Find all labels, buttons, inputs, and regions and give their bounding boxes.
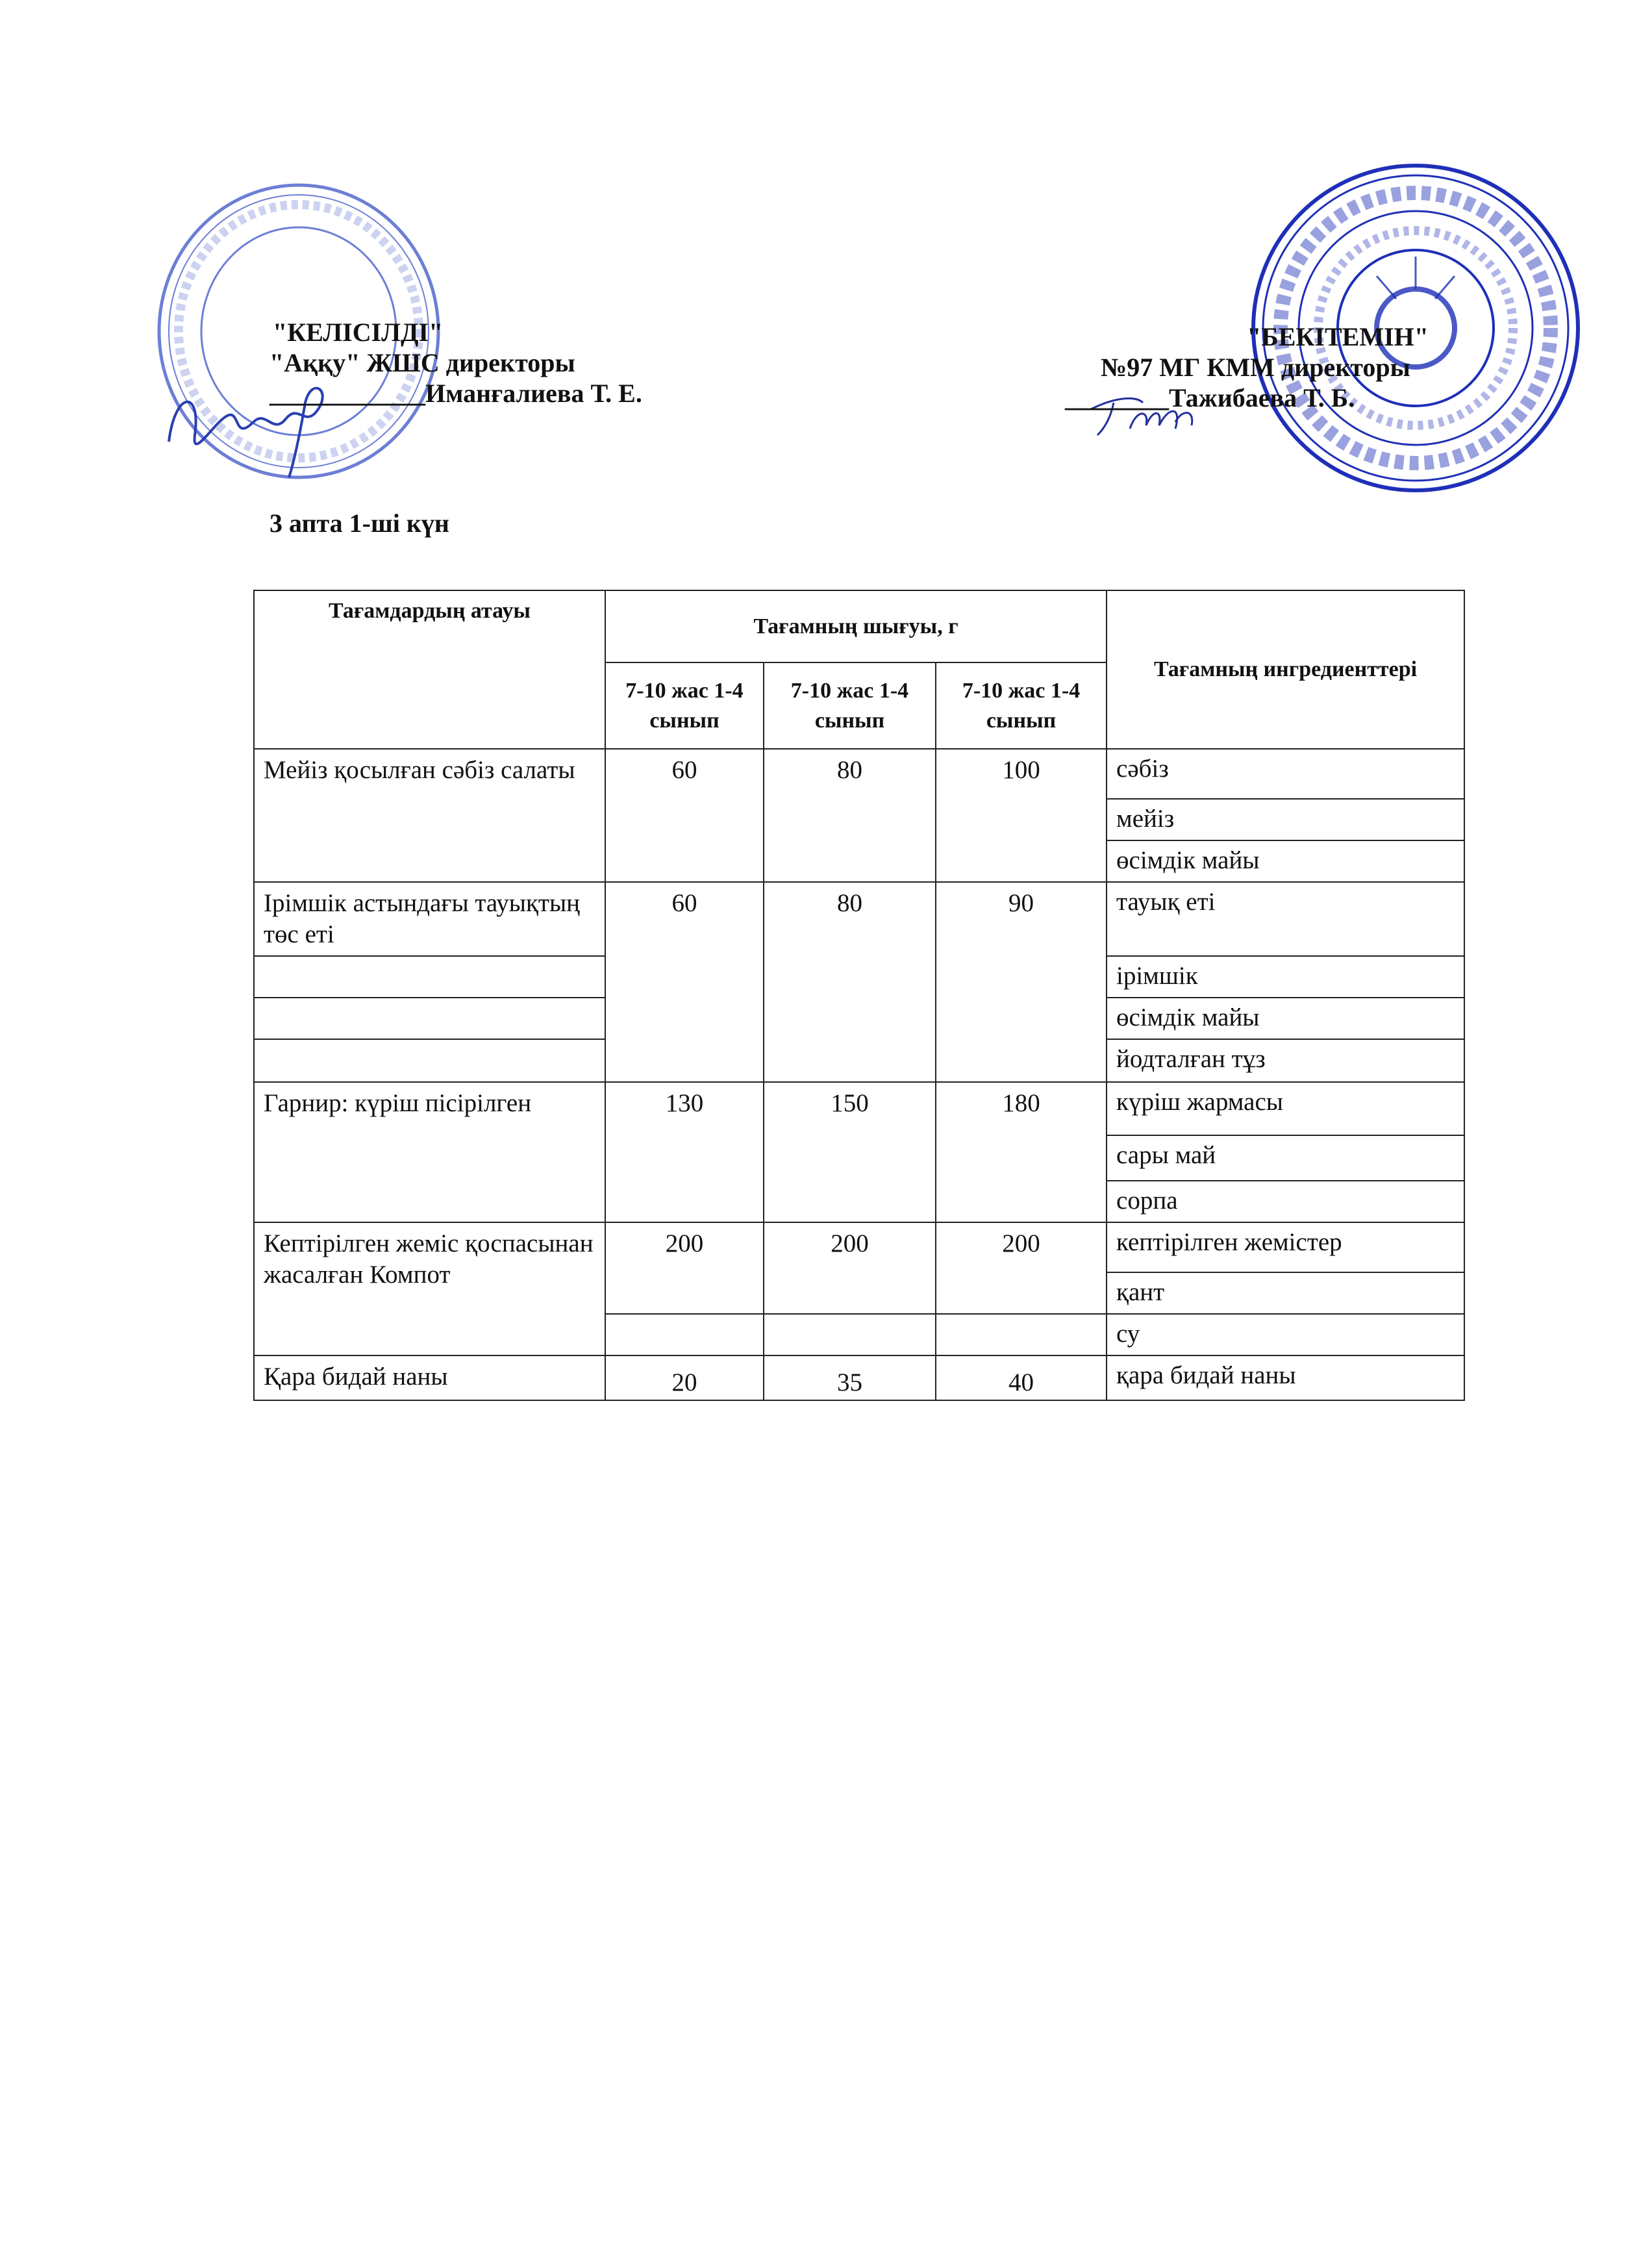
dish-value: 80 — [763, 881, 936, 1083]
header-age-group-3: 7-10 жас 1-4 сынып — [934, 662, 1108, 750]
dish-name: Ірімшік астындағы тауықтың төс еті — [253, 881, 606, 957]
empty-cell — [253, 955, 606, 998]
dish-value: 60 — [605, 748, 764, 883]
dish-value: 20 — [605, 1355, 764, 1401]
dish-value: 130 — [605, 1081, 764, 1223]
left-approval-position: "Аққу" ЖШС директоры — [269, 348, 575, 377]
empty-cell — [253, 1039, 606, 1083]
header-ingredients: Тағамның ингредиенттері — [1106, 590, 1466, 750]
dish-value: 200 — [934, 1222, 1108, 1315]
dish-name: Гарнир: күріш пісірілген — [253, 1081, 606, 1223]
dish-value: 60 — [605, 881, 764, 1083]
ingredient: сары май — [1106, 1135, 1466, 1181]
dish-value: 35 — [763, 1355, 936, 1401]
dish-value: 90 — [934, 881, 1108, 1083]
right-signature-line: ________ — [1065, 383, 1169, 412]
ingredient: кептірілген жемістер — [1106, 1222, 1466, 1273]
ingredient: мейіз — [1106, 798, 1466, 841]
header-output: Тағамның шығуы, г — [604, 590, 1108, 663]
dish-name: Қара бидай наны — [253, 1355, 606, 1401]
right-approval-title: "БЕКІТЕМІН" — [1247, 322, 1429, 351]
dish-value: 180 — [934, 1081, 1108, 1223]
right-official-stamp — [1251, 164, 1580, 492]
ingredient: сәбіз — [1106, 748, 1466, 800]
menu-table: Тағамдардың атауы Тағамның шығуы, г Таға… — [253, 590, 1466, 1401]
right-approval-position: №97 МГ КММ директоры — [1101, 353, 1410, 382]
left-signature — [168, 386, 324, 478]
left-approval-title: "КЕЛІСІЛДІ" — [273, 318, 444, 347]
ingredient: ірімшік — [1106, 955, 1466, 998]
dish-name: Мейіз қосылған сәбіз салаты — [253, 748, 606, 883]
left-signature-line: ____________ — [269, 379, 425, 408]
dish-value: 100 — [934, 748, 1108, 883]
left-signature-row: ____________Иманғалиева Т. Е. — [269, 378, 642, 409]
dish-value: 150 — [763, 1081, 936, 1223]
left-approval-block: "КЕЛІСІЛДІ" "Аққу" ЖШС директоры _______… — [269, 317, 642, 409]
ingredient: өсімдік майы — [1106, 840, 1466, 883]
ingredient: қара бидай наны — [1106, 1355, 1466, 1401]
ingredient: өсімдік майы — [1106, 997, 1466, 1040]
left-approval-name: Иманғалиева Т. Е. — [425, 379, 642, 408]
ingredient: тауық еті — [1106, 881, 1466, 957]
day-label: 3 апта 1-ші күн — [269, 509, 449, 538]
ingredient: қант — [1106, 1272, 1466, 1315]
header-age-group-1: 7-10 жас 1-4 сынып — [605, 662, 764, 750]
empty-cell — [763, 1313, 936, 1356]
empty-cell — [605, 1313, 764, 1356]
ingredient: йодталған тұз — [1106, 1039, 1466, 1083]
ingredient: күріш жармасы — [1106, 1081, 1466, 1136]
header-dish-name: Тағамдардың атауы — [253, 590, 606, 750]
ingredient: су — [1106, 1313, 1466, 1356]
empty-cell — [253, 997, 606, 1040]
header-age-group-2: 7-10 жас 1-4 сынып — [763, 662, 936, 750]
ingredient: сорпа — [1106, 1180, 1466, 1223]
right-approval-name: Тажибаева Т. Б. — [1169, 383, 1355, 412]
dish-value: 200 — [763, 1222, 936, 1315]
dish-value: 40 — [934, 1355, 1108, 1401]
empty-cell — [934, 1313, 1108, 1356]
dish-value: 200 — [605, 1222, 764, 1315]
left-company-stamp — [157, 183, 440, 479]
right-signature — [1090, 397, 1194, 436]
right-signature-row: ________Тажибаева Т. Б. — [1065, 383, 1455, 413]
dish-name: Кептірілген жеміс қоспасынан жасалған Ко… — [253, 1222, 606, 1356]
right-approval-block: "БЕКІТЕМІН" №97 МГ КММ директоры _______… — [1065, 321, 1455, 413]
dish-value: 80 — [763, 748, 936, 883]
